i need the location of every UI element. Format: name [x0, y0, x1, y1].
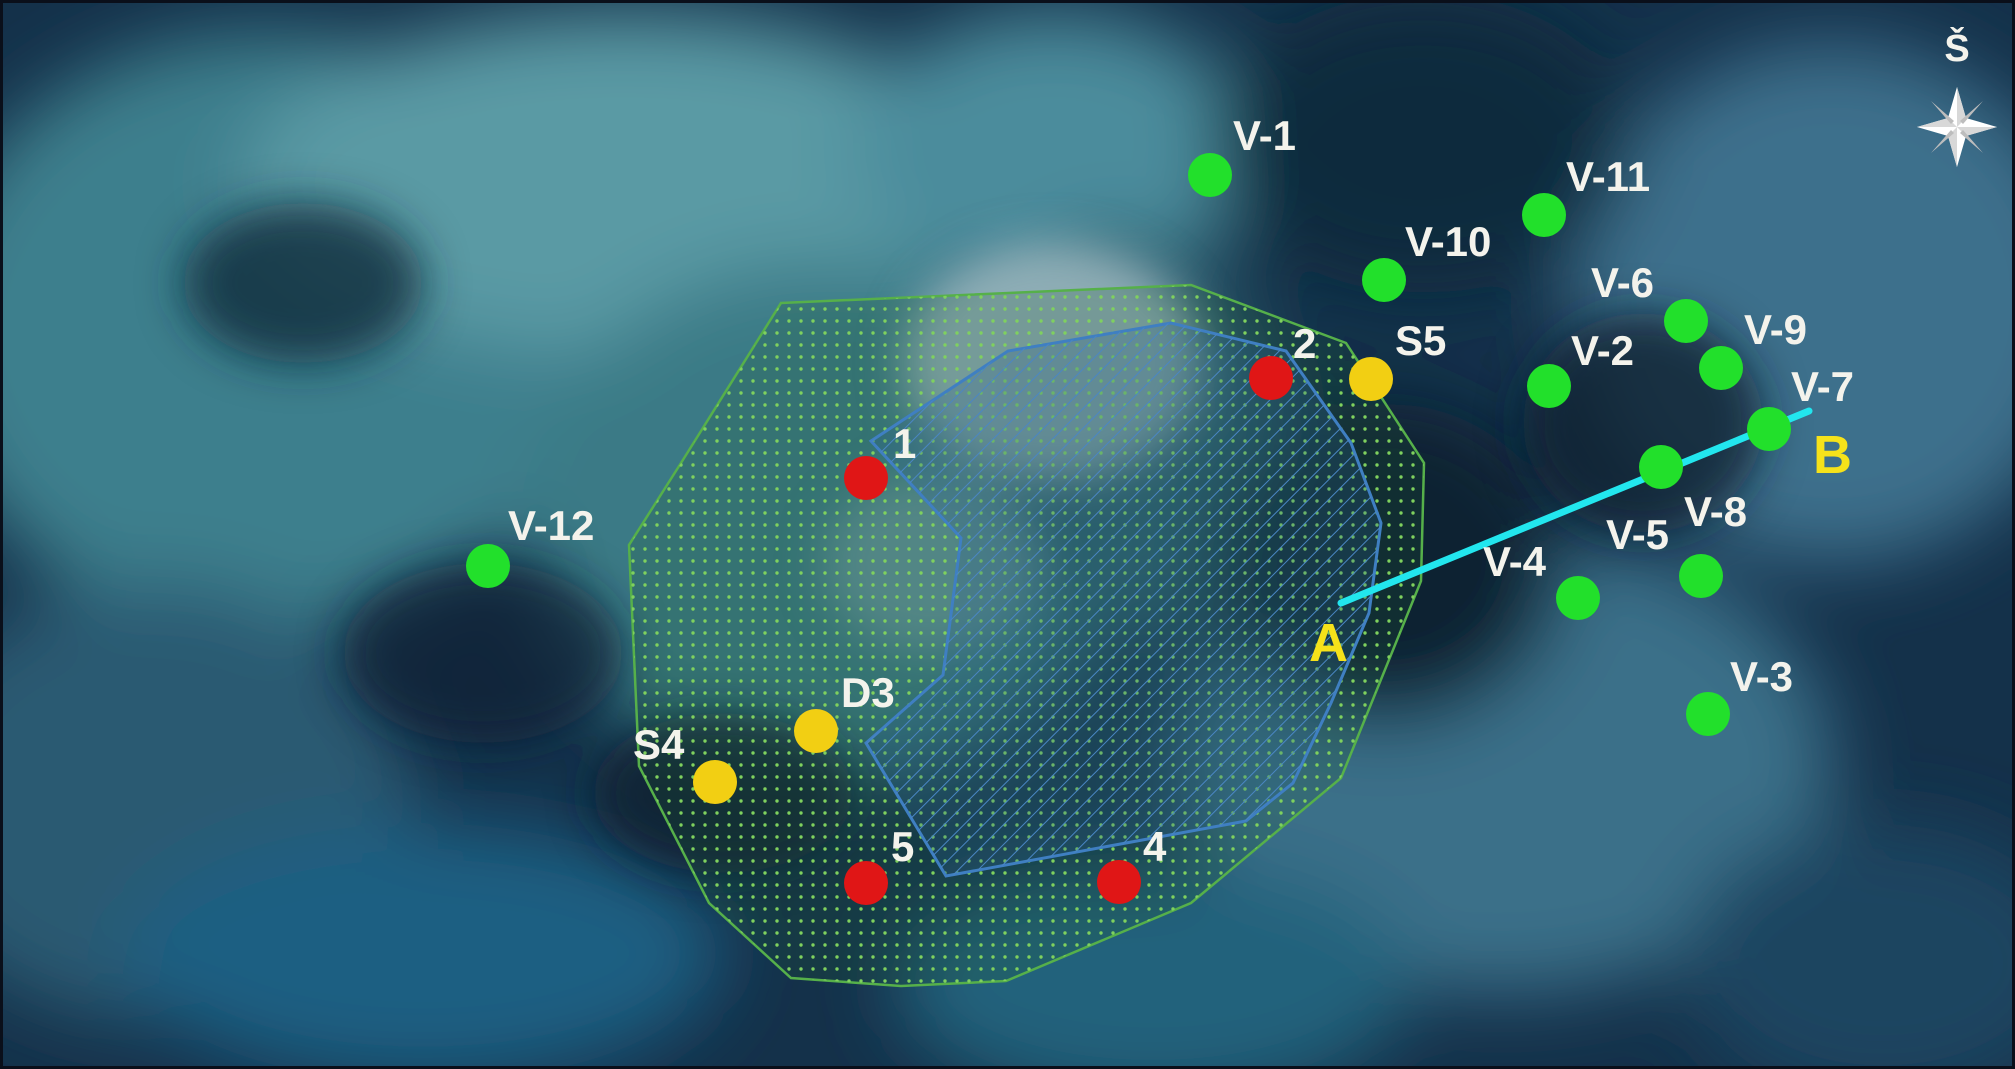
well-marker-v5[interactable]: [1639, 445, 1683, 489]
well-label-v8: V-8: [1684, 488, 1747, 535]
well-label-v10: V-10: [1405, 218, 1491, 265]
north-arrow-label: Š: [1944, 25, 1969, 70]
well-label-1: 1: [893, 420, 916, 467]
well-marker-v3[interactable]: [1686, 692, 1730, 736]
well-marker-v12[interactable]: [466, 544, 510, 588]
well-marker-v1[interactable]: [1188, 153, 1232, 197]
well-marker-v9[interactable]: [1699, 346, 1743, 390]
well-label-v12: V-12: [508, 502, 594, 549]
well-label-2: 2: [1293, 320, 1316, 367]
well-marker-2[interactable]: [1249, 356, 1293, 400]
well-label-s4: S4: [633, 721, 685, 768]
well-marker-v10[interactable]: [1362, 258, 1406, 302]
well-marker-v8[interactable]: [1679, 554, 1723, 598]
well-marker-v11[interactable]: [1522, 193, 1566, 237]
profile-end-label: B: [1813, 425, 1852, 485]
well-label-v6: V-6: [1591, 259, 1654, 306]
well-label-v1: V-1: [1233, 112, 1296, 159]
well-marker-5[interactable]: [844, 861, 888, 905]
well-marker-v6[interactable]: [1664, 299, 1708, 343]
well-label-v2: V-2: [1571, 327, 1634, 374]
well-marker-d3[interactable]: [794, 709, 838, 753]
well-marker-s4[interactable]: [693, 760, 737, 804]
well-marker-4[interactable]: [1097, 860, 1141, 904]
well-label-v9: V-9: [1744, 306, 1807, 353]
well-marker-v4[interactable]: [1556, 576, 1600, 620]
well-marker-s5[interactable]: [1349, 357, 1393, 401]
well-label-4: 4: [1143, 823, 1167, 870]
well-marker-1[interactable]: [844, 456, 888, 500]
well-label-v4: V-4: [1483, 538, 1547, 585]
well-label-5: 5: [891, 823, 914, 870]
well-label-v11: V-11: [1566, 153, 1650, 200]
well-label-d3: D3: [841, 669, 895, 716]
well-marker-v2[interactable]: [1527, 364, 1571, 408]
well-label-v3: V-3: [1730, 653, 1793, 700]
well-label-v5: V-5: [1606, 511, 1669, 558]
well-label-s5: S5: [1395, 317, 1446, 364]
well-label-v7: V-7: [1791, 363, 1854, 410]
well-marker-v7[interactable]: [1747, 407, 1791, 451]
profile-start-label: A: [1309, 613, 1348, 673]
